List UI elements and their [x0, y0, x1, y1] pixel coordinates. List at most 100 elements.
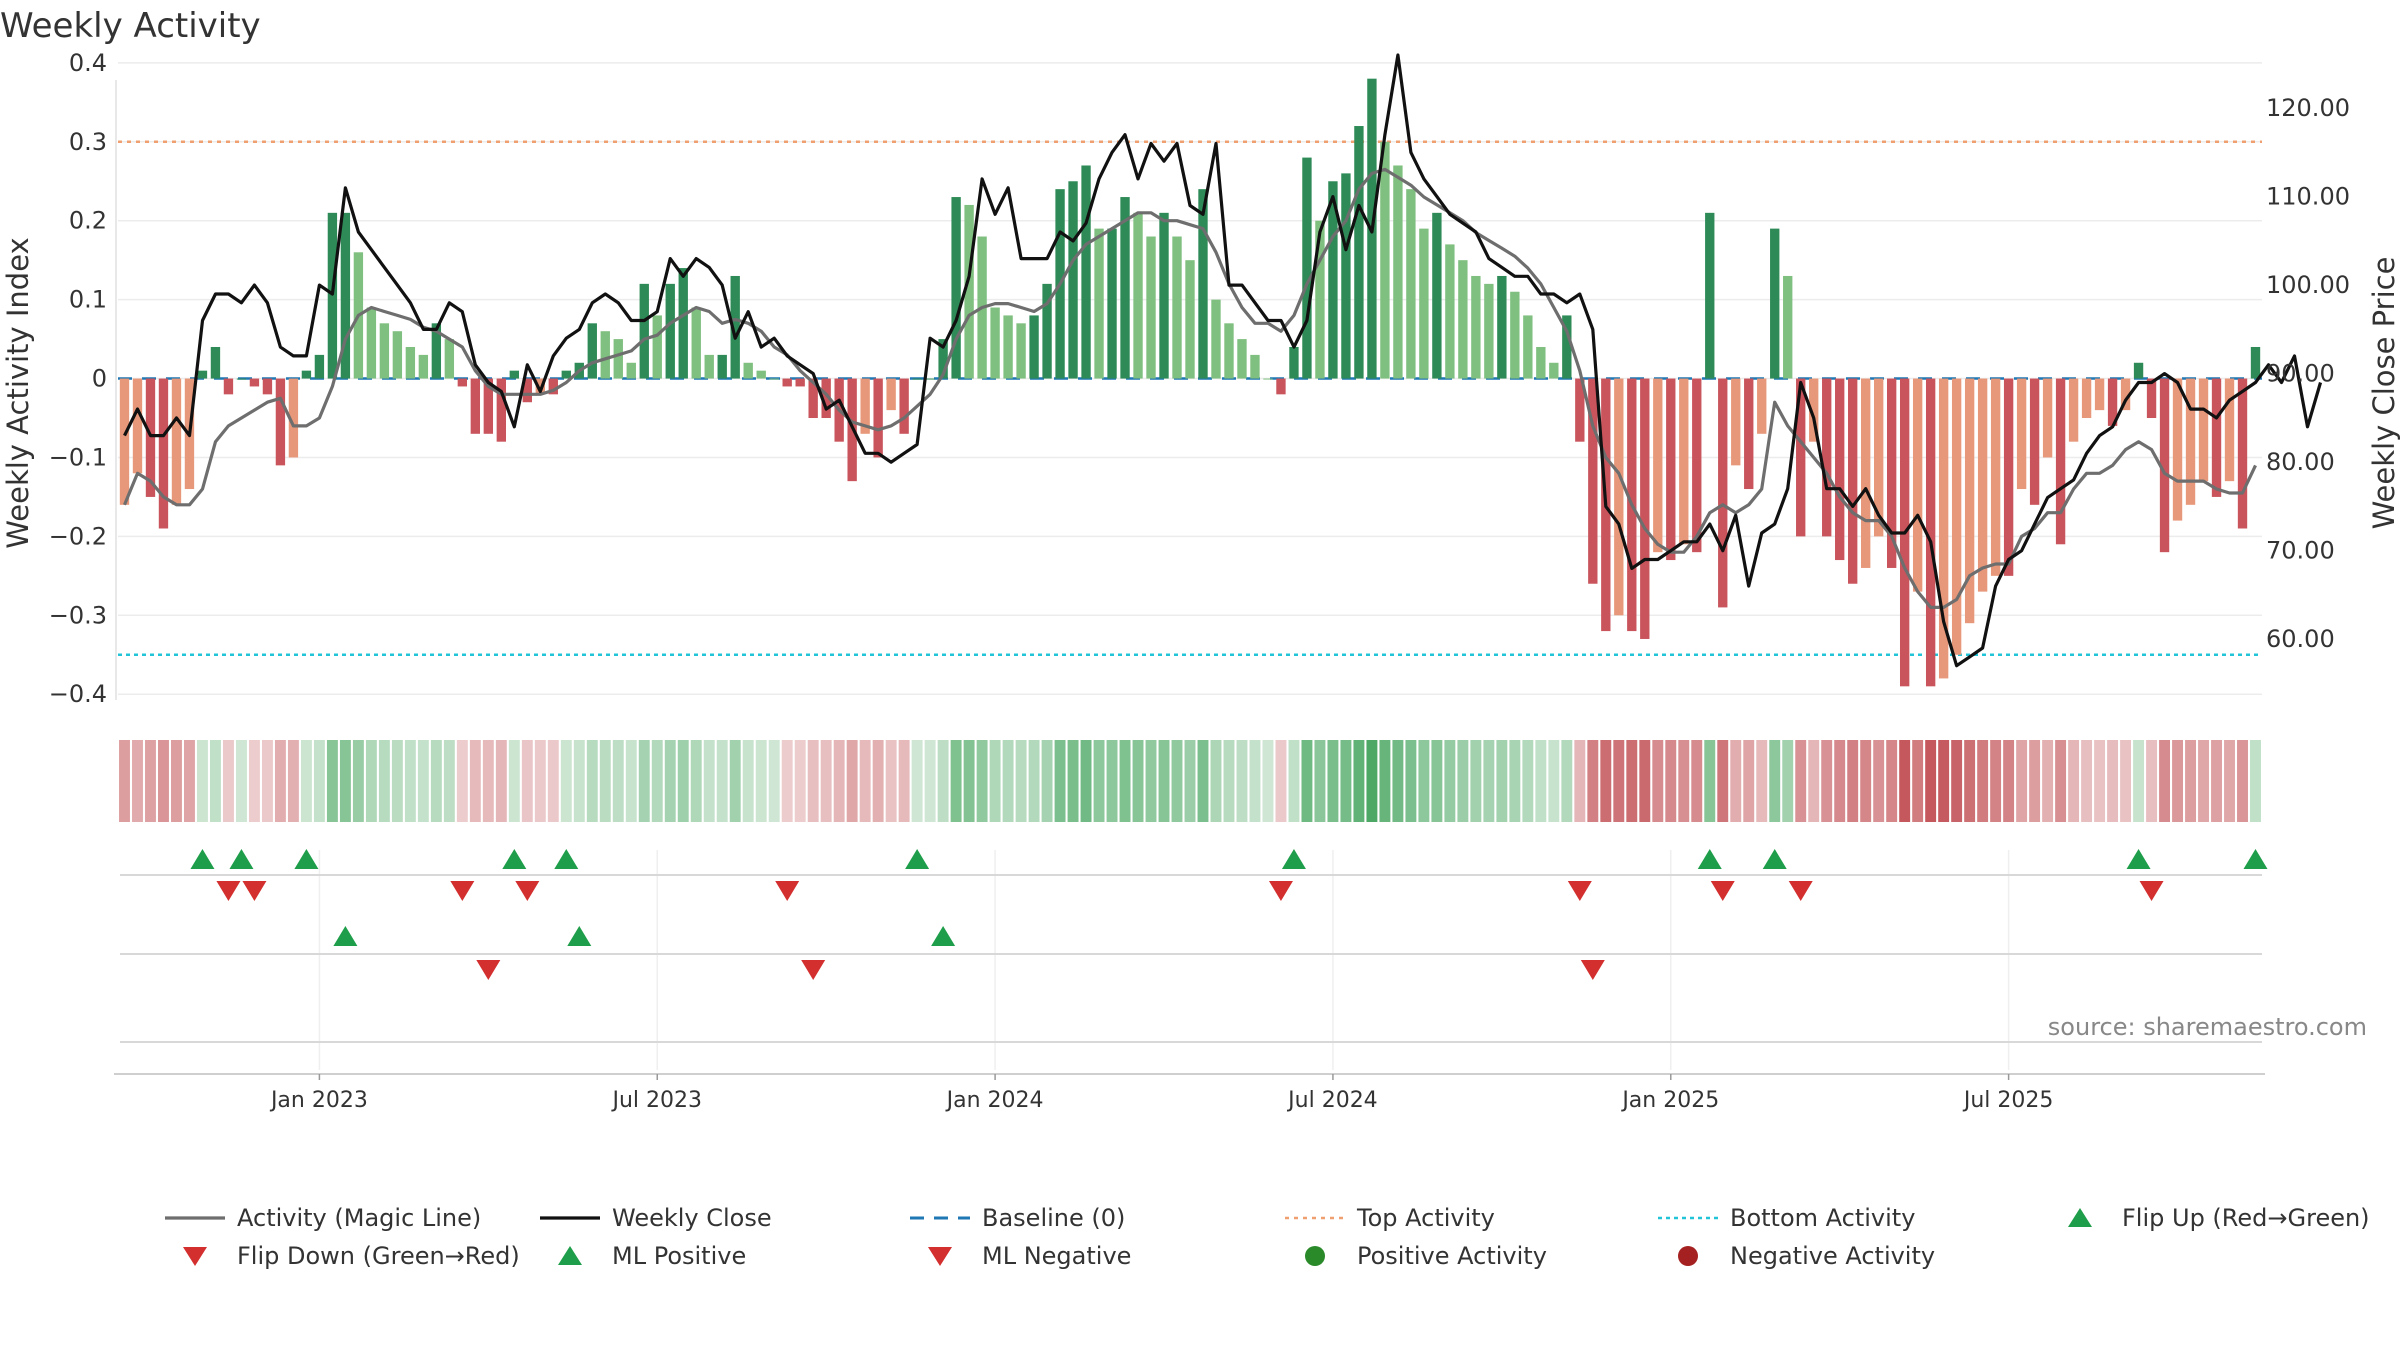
activity-bar	[1653, 378, 1663, 553]
source-note: source: sharemaestro.com	[2048, 1013, 2367, 1041]
activity-bar	[379, 323, 390, 379]
activity-bar	[1874, 378, 1884, 537]
activity-bar	[1575, 378, 1585, 442]
activity-bar	[1250, 354, 1260, 379]
activity-bar	[2016, 378, 2027, 490]
activity-bar	[2198, 378, 2209, 482]
left-tick-label: 0.3	[69, 128, 107, 156]
activity-bar	[405, 346, 416, 379]
activity-bar	[1458, 260, 1468, 379]
activity-bar	[912, 378, 922, 380]
activity-bar	[132, 378, 143, 474]
legend-label: Positive Activity	[1357, 1242, 1547, 1270]
heat-cell	[1652, 740, 1664, 822]
activity-bar	[145, 378, 156, 497]
activity-bar	[1964, 378, 1975, 624]
heat-cell	[703, 740, 715, 822]
heat-cell	[158, 740, 169, 822]
legend-label: Flip Up (Red→Green)	[2122, 1204, 2370, 1232]
activity-bar	[548, 378, 558, 395]
activity-bar	[1835, 378, 1845, 561]
activity-bar	[444, 339, 455, 379]
signal-marker-rows	[114, 849, 2268, 1075]
flip-up-marker	[502, 849, 527, 869]
heat-cell	[248, 740, 260, 822]
activity-bar	[2003, 378, 2014, 576]
ml-positive-marker	[333, 926, 358, 946]
legend-item: Weekly Close	[540, 1204, 772, 1232]
activity-bar	[535, 378, 545, 395]
heat-cell	[313, 740, 325, 822]
activity-bar	[1328, 181, 1338, 379]
heat-cell	[1067, 740, 1079, 822]
legend: Activity (Magic Line) Weekly Close Baselin…	[165, 1204, 2370, 1270]
activity-bar	[1977, 378, 1988, 592]
heat-cell	[976, 740, 988, 822]
activity-bar	[587, 323, 597, 379]
heat-cell	[235, 740, 247, 822]
heat-cell	[1535, 740, 1547, 822]
heat-cell	[1600, 740, 1612, 822]
activity-bar	[1120, 197, 1130, 379]
activity-bar	[1302, 157, 1312, 379]
heat-cell	[171, 740, 182, 822]
heat-cell	[989, 740, 1001, 822]
activity-bar	[964, 204, 974, 379]
heat-cell	[1483, 740, 1495, 822]
heat-cell	[1782, 740, 1794, 822]
legend-label: Bottom Activity	[1730, 1204, 1915, 1232]
heat-cell	[612, 740, 624, 822]
activity-bar	[1068, 181, 1078, 379]
activity-bar	[1354, 126, 1364, 379]
activity-bar	[1276, 378, 1286, 395]
activity-bar	[2237, 378, 2248, 529]
heat-cell	[872, 740, 884, 822]
heat-cell	[1301, 740, 1313, 822]
heat-cell	[1041, 740, 1053, 822]
heat-cell	[417, 740, 429, 822]
heat-cell	[781, 740, 793, 822]
x-tick-label: Jul 2024	[1286, 1088, 1378, 1113]
heat-cell	[664, 740, 676, 822]
activity-bar	[366, 307, 377, 379]
heat-cell	[1626, 740, 1638, 822]
left-tick-label: −0.2	[49, 522, 107, 550]
heat-cell	[1964, 740, 1976, 822]
activity-bar	[457, 378, 468, 387]
ml-negative-marker	[1580, 960, 1605, 980]
activity-bar	[2159, 378, 2170, 553]
chart-title: Weekly Activity	[0, 6, 261, 46]
heat-cell	[2146, 740, 2158, 822]
heat-cell	[1249, 740, 1261, 822]
activity-bar	[223, 378, 234, 395]
heat-cell	[1002, 740, 1014, 822]
activity-bar	[275, 378, 286, 466]
flip-up-marker	[294, 849, 319, 869]
heat-cell	[508, 740, 520, 822]
heat-cell	[1834, 740, 1846, 822]
activity-bar	[1419, 228, 1429, 379]
series-lines	[123, 53, 2323, 668]
activity-bar	[1094, 228, 1104, 379]
heat-cell	[911, 740, 923, 822]
heat-cell	[898, 740, 910, 822]
heat-cell	[1548, 740, 1560, 822]
activity-bar	[249, 378, 260, 387]
flip-up-marker	[554, 849, 579, 869]
activity-bar	[496, 378, 506, 442]
heat-cell	[222, 740, 234, 822]
heat-cell	[1743, 740, 1755, 822]
legend-item: Bottom Activity	[1658, 1204, 1915, 1232]
activity-bar	[1679, 378, 1689, 545]
activity-bar	[2120, 378, 2131, 411]
activity-bar	[1393, 165, 1403, 379]
legend-label: ML Negative	[982, 1242, 1131, 1270]
heat-cell	[1366, 740, 1378, 822]
heat-cell	[456, 740, 468, 822]
heat-cell	[2224, 740, 2235, 822]
left-tick-label: −0.1	[49, 443, 107, 471]
flip-up-marker	[2126, 849, 2151, 869]
heat-cell	[755, 740, 767, 822]
heat-cell	[1106, 740, 1118, 822]
activity-bar	[1640, 378, 1650, 639]
